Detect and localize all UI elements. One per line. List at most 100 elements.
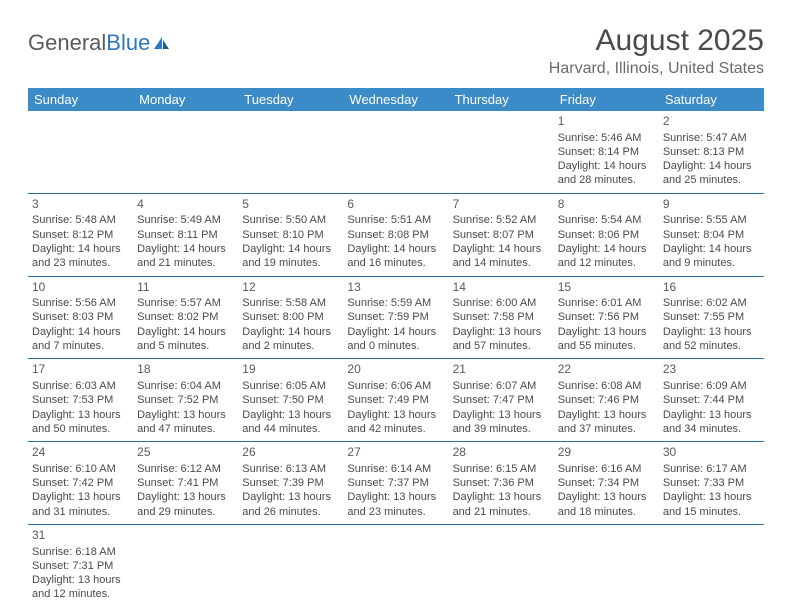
calendar-row: 3Sunrise: 5:48 AMSunset: 8:12 PMDaylight… xyxy=(28,193,764,276)
daylight-line-1: Daylight: 13 hours xyxy=(558,490,655,504)
sunrise-line: Sunrise: 6:16 AM xyxy=(558,462,655,476)
daylight-line-1: Daylight: 14 hours xyxy=(242,325,339,339)
sunset-line: Sunset: 8:13 PM xyxy=(663,145,760,159)
day-number: 30 xyxy=(663,445,760,461)
calendar-cell: 14Sunrise: 6:00 AMSunset: 7:58 PMDayligh… xyxy=(449,276,554,359)
daylight-line-1: Daylight: 13 hours xyxy=(663,408,760,422)
calendar-cell xyxy=(238,524,343,606)
daylight-line-2: and 21 minutes. xyxy=(453,505,550,519)
sunrise-line: Sunrise: 6:18 AM xyxy=(32,545,129,559)
daylight-line-1: Daylight: 14 hours xyxy=(32,242,129,256)
day-number: 11 xyxy=(137,280,234,296)
daylight-line-1: Daylight: 13 hours xyxy=(242,408,339,422)
sunset-line: Sunset: 7:41 PM xyxy=(137,476,234,490)
sunrise-line: Sunrise: 5:49 AM xyxy=(137,213,234,227)
sunrise-line: Sunrise: 6:12 AM xyxy=(137,462,234,476)
daylight-line-1: Daylight: 14 hours xyxy=(242,242,339,256)
calendar-header-row: SundayMondayTuesdayWednesdayThursdayFrid… xyxy=(28,88,764,111)
daylight-line-1: Daylight: 14 hours xyxy=(663,242,760,256)
daylight-line-2: and 26 minutes. xyxy=(242,505,339,519)
sunrise-line: Sunrise: 6:04 AM xyxy=(137,379,234,393)
sunrise-line: Sunrise: 5:50 AM xyxy=(242,213,339,227)
sunset-line: Sunset: 7:52 PM xyxy=(137,393,234,407)
sunrise-line: Sunrise: 6:07 AM xyxy=(453,379,550,393)
calendar-cell xyxy=(659,524,764,606)
sunrise-line: Sunrise: 5:56 AM xyxy=(32,296,129,310)
daylight-line-2: and 50 minutes. xyxy=(32,422,129,436)
sunset-line: Sunset: 8:12 PM xyxy=(32,228,129,242)
daylight-line-1: Daylight: 13 hours xyxy=(137,490,234,504)
daylight-line-2: and 19 minutes. xyxy=(242,256,339,270)
daylight-line-2: and 37 minutes. xyxy=(558,422,655,436)
daylight-line-2: and 31 minutes. xyxy=(32,505,129,519)
daylight-line-1: Daylight: 13 hours xyxy=(32,573,129,587)
sunrise-line: Sunrise: 5:59 AM xyxy=(347,296,444,310)
calendar-cell xyxy=(28,111,133,193)
day-number: 5 xyxy=(242,197,339,213)
day-number: 12 xyxy=(242,280,339,296)
day-number: 15 xyxy=(558,280,655,296)
calendar-cell: 30Sunrise: 6:17 AMSunset: 7:33 PMDayligh… xyxy=(659,442,764,525)
day-number: 8 xyxy=(558,197,655,213)
day-number: 3 xyxy=(32,197,129,213)
sunset-line: Sunset: 7:46 PM xyxy=(558,393,655,407)
daylight-line-1: Daylight: 13 hours xyxy=(453,325,550,339)
sunrise-line: Sunrise: 5:47 AM xyxy=(663,131,760,145)
calendar-cell: 21Sunrise: 6:07 AMSunset: 7:47 PMDayligh… xyxy=(449,359,554,442)
sunrise-line: Sunrise: 6:08 AM xyxy=(558,379,655,393)
daylight-line-2: and 18 minutes. xyxy=(558,505,655,519)
daylight-line-2: and 5 minutes. xyxy=(137,339,234,353)
sunset-line: Sunset: 8:11 PM xyxy=(137,228,234,242)
day-number: 14 xyxy=(453,280,550,296)
daylight-line-1: Daylight: 13 hours xyxy=(663,490,760,504)
day-number: 4 xyxy=(137,197,234,213)
day-number: 26 xyxy=(242,445,339,461)
daylight-line-2: and 39 minutes. xyxy=(453,422,550,436)
sunrise-line: Sunrise: 6:06 AM xyxy=(347,379,444,393)
daylight-line-2: and 9 minutes. xyxy=(663,256,760,270)
day-number: 19 xyxy=(242,362,339,378)
daylight-line-1: Daylight: 13 hours xyxy=(453,408,550,422)
sunset-line: Sunset: 7:36 PM xyxy=(453,476,550,490)
logo-text-blue: Blue xyxy=(106,30,150,56)
daylight-line-2: and 47 minutes. xyxy=(137,422,234,436)
daylight-line-2: and 23 minutes. xyxy=(347,505,444,519)
calendar-cell: 15Sunrise: 6:01 AMSunset: 7:56 PMDayligh… xyxy=(554,276,659,359)
calendar-cell: 22Sunrise: 6:08 AMSunset: 7:46 PMDayligh… xyxy=(554,359,659,442)
daylight-line-2: and 14 minutes. xyxy=(453,256,550,270)
weekday-header: Friday xyxy=(554,88,659,111)
month-title: August 2025 xyxy=(549,24,764,58)
weekday-header: Thursday xyxy=(449,88,554,111)
sunset-line: Sunset: 7:39 PM xyxy=(242,476,339,490)
daylight-line-2: and 52 minutes. xyxy=(663,339,760,353)
daylight-line-1: Daylight: 14 hours xyxy=(663,159,760,173)
sunset-line: Sunset: 8:03 PM xyxy=(32,310,129,324)
daylight-line-2: and 7 minutes. xyxy=(32,339,129,353)
sunrise-line: Sunrise: 6:10 AM xyxy=(32,462,129,476)
day-number: 17 xyxy=(32,362,129,378)
weekday-header: Monday xyxy=(133,88,238,111)
sunrise-line: Sunrise: 6:13 AM xyxy=(242,462,339,476)
calendar-cell: 17Sunrise: 6:03 AMSunset: 7:53 PMDayligh… xyxy=(28,359,133,442)
sunset-line: Sunset: 7:44 PM xyxy=(663,393,760,407)
daylight-line-2: and 34 minutes. xyxy=(663,422,760,436)
daylight-line-2: and 57 minutes. xyxy=(453,339,550,353)
sunset-line: Sunset: 8:14 PM xyxy=(558,145,655,159)
calendar-cell: 8Sunrise: 5:54 AMSunset: 8:06 PMDaylight… xyxy=(554,193,659,276)
daylight-line-2: and 28 minutes. xyxy=(558,173,655,187)
calendar-cell: 7Sunrise: 5:52 AMSunset: 8:07 PMDaylight… xyxy=(449,193,554,276)
sunrise-line: Sunrise: 6:05 AM xyxy=(242,379,339,393)
sunset-line: Sunset: 7:37 PM xyxy=(347,476,444,490)
sunset-line: Sunset: 7:50 PM xyxy=(242,393,339,407)
day-number: 13 xyxy=(347,280,444,296)
location-text: Harvard, Illinois, United States xyxy=(549,60,764,78)
sunrise-line: Sunrise: 6:02 AM xyxy=(663,296,760,310)
sunrise-line: Sunrise: 5:58 AM xyxy=(242,296,339,310)
daylight-line-1: Daylight: 14 hours xyxy=(558,159,655,173)
calendar-cell: 1Sunrise: 5:46 AMSunset: 8:14 PMDaylight… xyxy=(554,111,659,193)
calendar-cell: 27Sunrise: 6:14 AMSunset: 7:37 PMDayligh… xyxy=(343,442,448,525)
daylight-line-2: and 2 minutes. xyxy=(242,339,339,353)
daylight-line-1: Daylight: 13 hours xyxy=(453,490,550,504)
day-number: 20 xyxy=(347,362,444,378)
calendar-cell xyxy=(554,524,659,606)
